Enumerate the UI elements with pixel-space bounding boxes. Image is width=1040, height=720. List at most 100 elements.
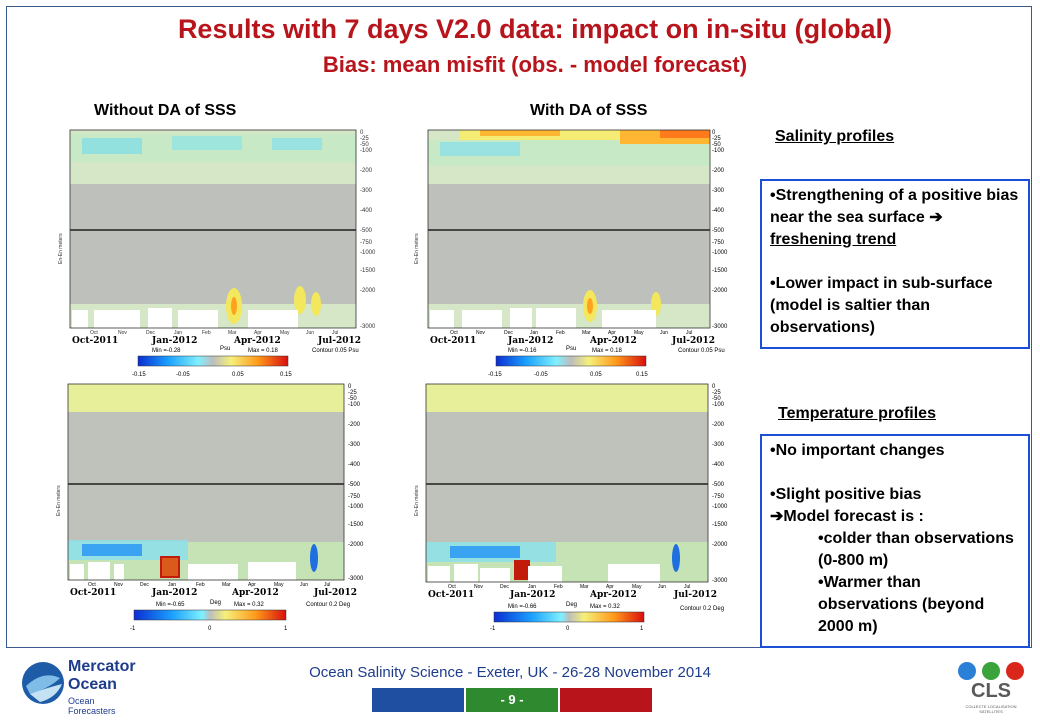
y-axis-label: En-En meters (56, 485, 62, 516)
period-label: Oct-2011 (72, 336, 118, 346)
y-tick: -2000 (360, 288, 376, 294)
cls-text: CLS (971, 680, 1011, 702)
month-tick: Jul (324, 582, 330, 588)
y-tick: -3000 (360, 324, 376, 330)
month-tick: Mar (582, 330, 591, 336)
temperature-point3: ➔Model forecast is : (770, 508, 924, 525)
colorbar-tick: 0 (566, 626, 570, 632)
colorbar-min: Min =-0.16 (508, 348, 537, 354)
column-label-with-da: With DA of SSS (530, 102, 648, 119)
salinity-box: •Strengthening of a positive bias near t… (760, 179, 1030, 349)
y-tick: -750 (712, 494, 725, 500)
y-tick: -400 (712, 462, 725, 468)
salinity-point1-text: •Strengthening of a positive bias near t… (770, 187, 1019, 226)
colorbar (495, 355, 647, 367)
y-tick: -50 (712, 396, 721, 402)
colorbar (133, 609, 287, 621)
colorbar-max: Max = 0.32 (234, 602, 265, 608)
salinity-plot-with-da-svg: En-En meters 0 -25 -50 -100 -200 -300 -4… (414, 129, 728, 378)
month-tick: Apr (248, 582, 256, 588)
contour-label: Contour 0.2 Deg (306, 602, 350, 608)
colorbar-tick: 0.15 (280, 372, 292, 378)
month-tick: Oct (448, 584, 456, 590)
colorbar-tick: -0.05 (176, 372, 190, 378)
colorbar (493, 611, 645, 623)
temperature-plot-with-da: En-En meters 0 -25 -50 -100 -200 -300 -4… (410, 380, 750, 632)
contour-label: Contour 0.05 Psu (312, 348, 359, 354)
y-tick: -300 (348, 442, 361, 448)
month-tick: Dec (500, 584, 509, 590)
month-tick: Feb (556, 330, 565, 336)
y-tick: -1500 (712, 268, 728, 274)
month-tick: Jul (332, 330, 338, 336)
period-label: Apr-2012 (589, 590, 637, 600)
slide-frame (6, 6, 1032, 648)
y-tick: -750 (348, 494, 361, 500)
month-tick: Jan (168, 582, 176, 588)
y-tick: -3000 (348, 576, 364, 582)
month-tick: Feb (196, 582, 205, 588)
y-tick: -25 (360, 136, 369, 142)
month-tick: May (632, 584, 642, 590)
y-tick: -200 (712, 422, 725, 428)
column-label-without-da: Without DA of SSS (94, 102, 237, 119)
y-tick: -300 (712, 442, 725, 448)
y-tick: -200 (360, 168, 373, 174)
y-tick: -200 (348, 422, 361, 428)
y-tick: -500 (348, 482, 361, 488)
colorbar-unit: Deg (210, 600, 221, 606)
month-tick: Dec (504, 330, 513, 336)
colorbar-tick: 0 (208, 626, 212, 632)
y-tick: -750 (360, 240, 373, 246)
y-tick: -25 (348, 390, 357, 396)
colorbar-tick: -0.05 (534, 372, 548, 378)
y-tick: -400 (712, 208, 725, 214)
temperature-point1: •No important changes (770, 442, 945, 459)
period-label: Jan-2012 (509, 590, 555, 600)
month-tick: Apr (254, 330, 262, 336)
colorbar-max: Max = 0.18 (248, 348, 279, 354)
slide-title: Results with 7 days V2.0 data: impact on… (177, 14, 893, 44)
y-tick: -1500 (348, 522, 364, 528)
colorbar-min: Min =-0.66 (508, 604, 537, 610)
footer-bar-blue (372, 688, 464, 712)
y-tick: -2000 (712, 288, 728, 294)
temperature-point2: •Slight positive bias (770, 486, 922, 503)
colorbar-tick: -0.15 (132, 372, 146, 378)
temperature-plot-with-da-svg: En-En meters 0 -25 -50 -100 -200 -300 -4… (414, 383, 728, 632)
temperature-plot-without-da-svg: En-En meters 0 -25 -50 -100 -200 -300 -4… (56, 383, 364, 632)
temperature-box: •No important changes •Slight positive b… (760, 434, 1030, 648)
period-label: Jul-2012 (317, 336, 361, 346)
month-tick: May (634, 330, 644, 336)
month-tick: Apr (606, 584, 614, 590)
month-tick: Oct (90, 330, 98, 336)
y-tick: -300 (360, 188, 373, 194)
mercator-globe-icon (22, 662, 64, 704)
cls-logo: CLS COLLECTE LOCALISATION SATELLITES (955, 660, 1027, 716)
y-tick: -25 (712, 390, 721, 396)
month-tick: Feb (202, 330, 211, 336)
freshening-trend-text: freshening trend (770, 231, 897, 248)
temperature-sub1: •colder than observations (0-800 m) (818, 530, 1014, 569)
page-number: - 9 - (466, 688, 558, 712)
colorbar-max: Max = 0.18 (592, 348, 623, 354)
month-tick: Nov (474, 584, 483, 590)
mercator-logo: Mercator Ocean Ocean Forecasters (20, 654, 140, 716)
period-label: Oct-2011 (70, 588, 116, 598)
month-tick: Dec (146, 330, 155, 336)
y-tick: -3000 (712, 324, 728, 330)
salinity-point2: •Lower impact in sub-surface (model is s… (770, 275, 993, 336)
salinity-plot-without-da: En-En meters 0 -25 -50 -100 -200 -300 -4… (52, 124, 376, 380)
month-tick: Jan (528, 584, 536, 590)
y-tick: 0 (360, 130, 364, 136)
colorbar-tick: -0.15 (488, 372, 502, 378)
temperature-heading: Temperature profiles (778, 405, 936, 422)
colorbar-tick: 1 (284, 626, 288, 632)
y-tick: -1000 (712, 250, 728, 256)
y-tick: -50 (348, 396, 357, 402)
month-tick: Jan (174, 330, 182, 336)
month-tick: Dec (140, 582, 149, 588)
y-tick: -1000 (360, 250, 376, 256)
y-tick: 0 (712, 384, 716, 390)
y-axis-label: En-En meters (414, 485, 420, 516)
